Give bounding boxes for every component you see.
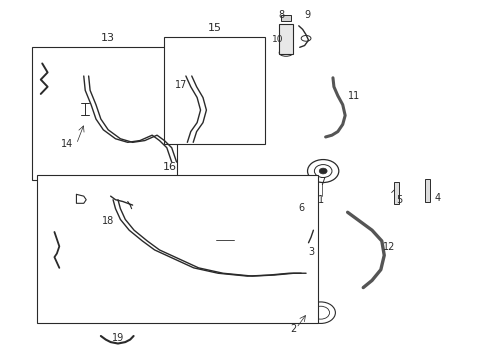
Text: 14: 14 [61,139,73,149]
Text: 16: 16 [162,162,176,172]
Bar [37,175,319,323]
Text: 9: 9 [304,10,311,20]
Text: 1: 1 [318,195,324,205]
Bar [164,37,265,144]
Text: 6: 6 [298,203,304,213]
Text: 10: 10 [272,35,284,44]
Text: 18: 18 [102,216,114,226]
Text: 5: 5 [396,195,403,205]
Text: 19: 19 [112,333,124,343]
Bar [279,24,293,54]
Text: 4: 4 [435,193,441,203]
Text: 15: 15 [207,23,221,33]
Bar [425,179,430,202]
Text: 3: 3 [308,247,314,257]
Text: 12: 12 [383,242,395,252]
Text: 17: 17 [175,80,188,90]
Text: 13: 13 [100,33,114,43]
Text: 8: 8 [278,10,284,20]
Text: 7: 7 [319,177,325,187]
Ellipse shape [319,168,327,174]
Text: 2: 2 [290,324,296,334]
Bar [394,182,399,204]
Text: 11: 11 [347,91,360,101]
Bar [281,15,292,21]
Bar [32,47,176,180]
